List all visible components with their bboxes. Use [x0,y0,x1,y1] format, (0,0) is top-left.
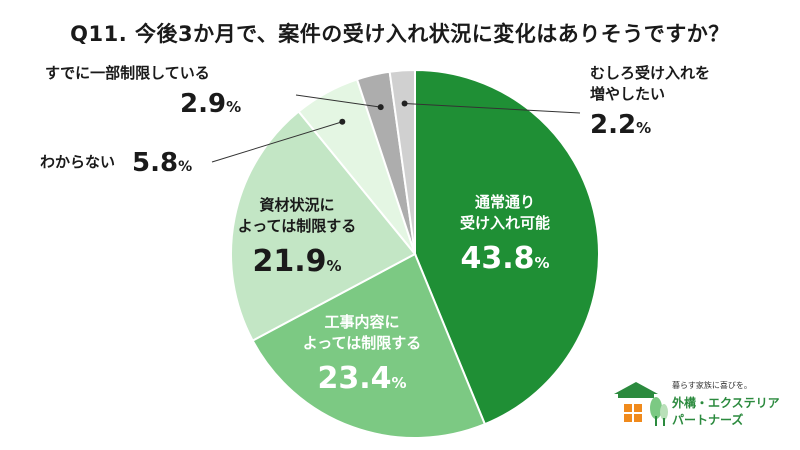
leader-lines [211,94,581,163]
slice-label: 通常通り [475,193,535,211]
leader-line [211,121,343,163]
logo-name-line1: 外構・エクステリア [672,396,780,410]
slice-label: すでに一部制限している [45,64,210,82]
pie-slices [230,68,600,439]
slice-value: 5.8% [132,148,192,178]
leader-dot [339,118,346,125]
leader-line [404,102,581,114]
slice-label: わからない [40,153,115,171]
slice-value: 2.9% [180,89,241,119]
slice-value: 2.2% [590,110,651,140]
slice-label-line2: よっては制限する [303,334,422,352]
slice-label: 資材状況に [259,196,334,214]
slice-label-line2: よっては制限する [238,217,357,235]
slice-label-line2: 増やしたい [590,85,665,103]
slice-- [230,110,417,342]
slice-label: むしろ受け入れを [590,64,710,82]
leader-dot [377,104,384,111]
leader-dot [401,100,408,107]
house-tree-icon [614,382,668,426]
slice-- [251,252,487,439]
brand-logo: 暮らす家族に喜びを。 外構・エクステリア パートナーズ [612,380,792,432]
logo-name-line2: パートナーズ [672,413,744,427]
chart-title: Q11. 今後3か月で、案件の受け入れ状況に変化はありそうですか？ [70,22,730,46]
slice-label: 工事内容に [324,313,399,331]
logo-tagline: 暮らす家族に喜びを。 [672,381,752,390]
slice-- [388,68,416,255]
leader-line [295,94,381,108]
slice-- [414,68,600,426]
slice-label-line2: 受け入れ可能 [460,214,550,232]
